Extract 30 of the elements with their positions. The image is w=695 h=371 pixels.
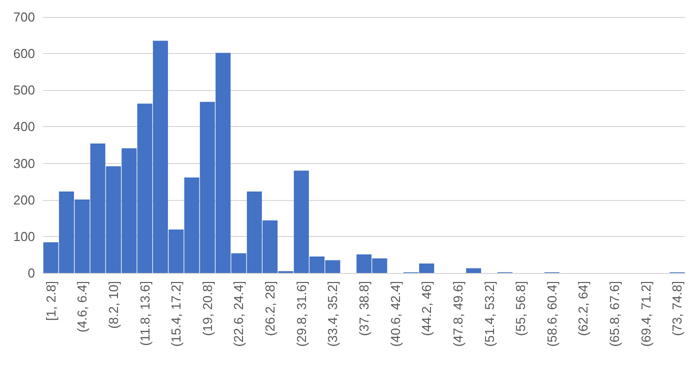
y-tick-label: 600 bbox=[13, 46, 35, 62]
y-tick-label: 700 bbox=[13, 10, 35, 24]
x-tick-label: (29.8, 31.6] bbox=[294, 281, 309, 347]
x-tick-label: (8.2, 10] bbox=[106, 281, 121, 329]
x-tick-label: (22.6, 24.4] bbox=[231, 281, 246, 347]
x-tick-label: (19, 20.8] bbox=[200, 281, 215, 336]
x-tick-label: (62.2, 64] bbox=[576, 281, 591, 336]
x-tick-label: (40.6, 42.4] bbox=[388, 281, 403, 347]
x-tick-label: [1, 2.8] bbox=[43, 281, 58, 321]
x-tick-label: (55, 56.8] bbox=[513, 281, 528, 336]
x-tick-label: (73, 74.8] bbox=[670, 281, 685, 336]
y-tick-label: 100 bbox=[13, 228, 35, 244]
y-tick-label: 400 bbox=[13, 119, 35, 134]
x-tick-label: (58.6, 60.4] bbox=[544, 281, 560, 347]
y-tick-label: 300 bbox=[13, 156, 35, 171]
bar bbox=[466, 268, 482, 273]
x-tick-label: (11.8, 13.6] bbox=[137, 281, 152, 346]
x-tick-label: (65.8, 67.6] bbox=[607, 281, 622, 347]
x-tick-label: (4.6, 6.4] bbox=[74, 281, 90, 332]
x-tick-label: (47.8, 49.6] bbox=[450, 281, 466, 347]
x-tick-label: (33.4, 35.2] bbox=[325, 281, 340, 347]
x-tick-label: (15.4, 17.2] bbox=[168, 281, 184, 347]
x-tick-label: (37, 38.8] bbox=[356, 281, 372, 336]
x-tick-label: (26.2, 28] bbox=[262, 281, 278, 336]
y-tick-label: 200 bbox=[13, 192, 35, 208]
x-tick-label: (51.4, 53.2] bbox=[482, 281, 497, 347]
y-tick-label: 0 bbox=[28, 266, 35, 280]
x-tick-label: (69.4, 71.2] bbox=[638, 281, 654, 347]
y-tick-label: 500 bbox=[13, 82, 35, 98]
x-tick-label: (44.2, 46] bbox=[419, 281, 434, 336]
